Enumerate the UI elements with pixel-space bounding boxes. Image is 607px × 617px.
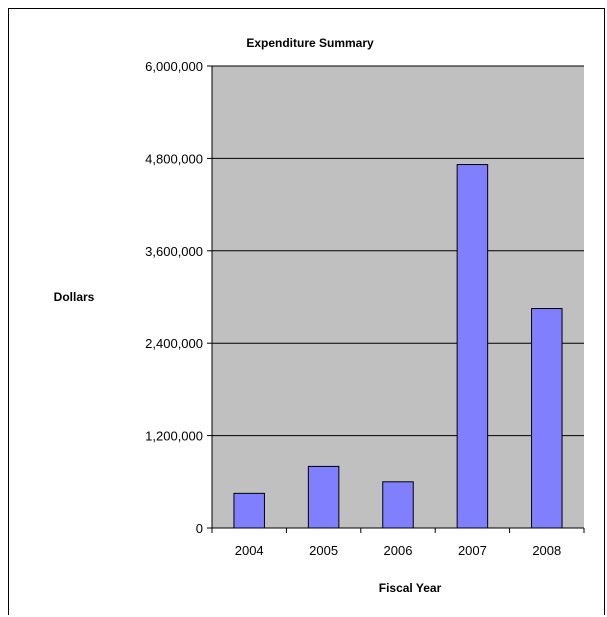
bar-2004 bbox=[233, 492, 265, 529]
x-tick-label-2005: 2005 bbox=[309, 543, 338, 558]
bar-2005 bbox=[307, 465, 340, 529]
gridlines bbox=[212, 65, 584, 437]
chart-frame bbox=[8, 8, 605, 615]
y-tick-label: 3,600,000 bbox=[145, 244, 203, 259]
y-tick-label: 4,800,000 bbox=[145, 151, 203, 166]
y-axis-label: Dollars bbox=[54, 290, 95, 304]
bar-2006 bbox=[382, 481, 414, 529]
bars bbox=[233, 164, 563, 529]
y-tick-label: 2,400,000 bbox=[145, 336, 203, 351]
bar-2008 bbox=[531, 308, 563, 529]
x-axis-label: Fiscal Year bbox=[379, 581, 442, 595]
plot-area bbox=[212, 66, 584, 528]
x-tick-label-2008: 2008 bbox=[532, 543, 561, 558]
y-axis-ticks: 0 1,200,000 2,400,000 3,600,000 4,800,000 6,0… bbox=[145, 59, 212, 536]
x-tick-label-2004: 2004 bbox=[235, 543, 264, 558]
bar-2007 bbox=[456, 164, 489, 529]
y-tick-label: 0 bbox=[196, 521, 203, 536]
y-tick-label: 6,000,000 bbox=[145, 59, 203, 74]
x-tick-label-2006: 2006 bbox=[384, 543, 413, 558]
x-tick-label-2007: 2007 bbox=[458, 543, 487, 558]
x-axis-ticks: 2004 2005 2006 2007 2008 bbox=[211, 528, 585, 558]
y-tick-label: 1,200,000 bbox=[145, 429, 203, 444]
chart-title: Expenditure Summary bbox=[246, 36, 374, 50]
